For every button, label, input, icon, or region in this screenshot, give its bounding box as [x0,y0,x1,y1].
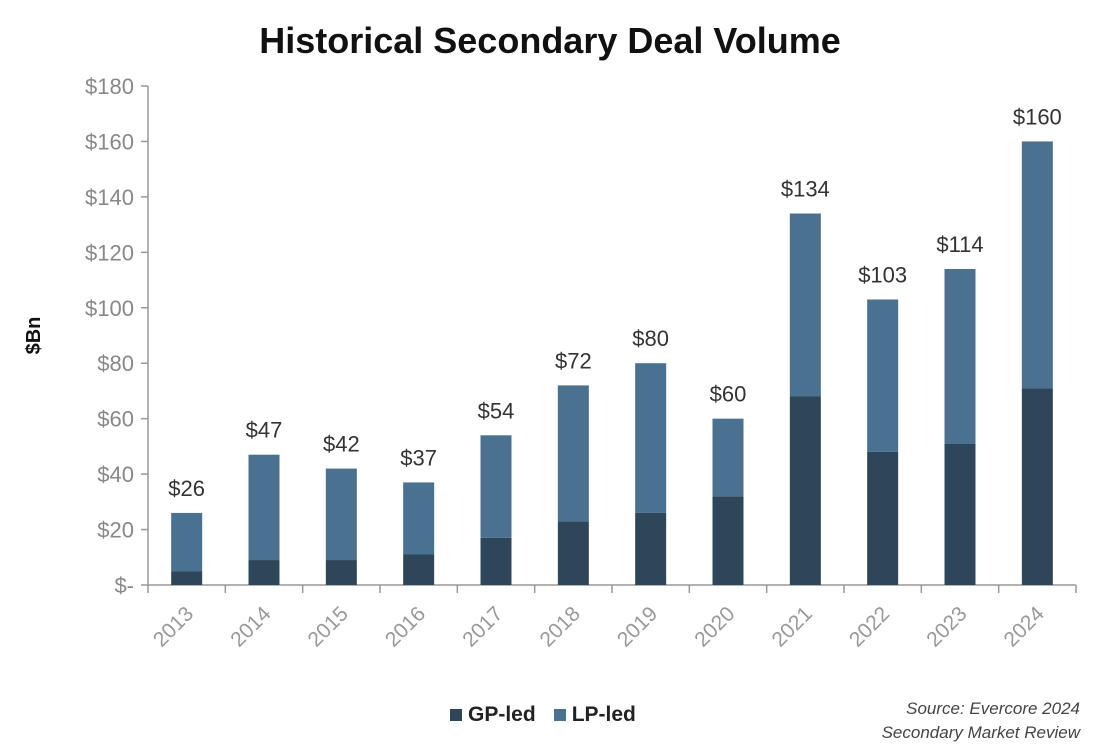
x-tick-label: 2017 [458,602,507,651]
y-tick-label: $120 [85,240,134,265]
data-label-2021: $134 [781,177,830,202]
bar-gp-led-2019 [635,512,667,585]
bar-lp-led-2015 [325,468,357,561]
y-axis-label: $Bn [23,317,45,355]
bar-gp-led-2016 [403,554,435,585]
bar-lp-led-2021 [789,213,821,397]
data-label-2018: $72 [555,348,592,373]
source-line-1: Source: Evercore 2024 [906,699,1080,718]
y-tick-label: $180 [85,74,134,99]
bar-lp-led-2017 [480,435,512,538]
bar-lp-led-2016 [403,482,435,555]
y-tick-label: $80 [97,351,134,376]
data-label-2013: $26 [168,476,205,501]
x-tick-label: 2018 [536,602,585,651]
y-tick-label: $160 [85,129,134,154]
y-tick-label: $20 [97,518,134,543]
x-tick-label: 2021 [768,602,817,651]
data-label-2024: $160 [1013,104,1062,129]
bar-lp-led-2022 [867,299,899,452]
legend-item-gp-led: GP-led [450,703,536,727]
y-tick-label: $140 [85,185,134,210]
x-tick-label: 2022 [845,602,894,651]
legend-label-lp-led: LP-led [571,703,636,726]
y-tick-label: $100 [85,296,134,321]
bar-gp-led-2017 [480,537,512,585]
data-label-2016: $37 [400,445,437,470]
x-tick-label: 2015 [304,602,353,651]
legend-label-gp-led: GP-led [468,703,536,726]
legend-swatch-lp-led [553,709,566,721]
x-tick-label: 2020 [690,602,739,651]
data-label-2015: $42 [323,432,360,457]
bar-gp-led-2015 [325,560,357,585]
source-note: Source: Evercore 2024 Secondary Market R… [882,697,1080,745]
data-label-2023: $114 [936,232,983,257]
x-tick-label: 2013 [149,602,198,651]
y-tick-label: $40 [97,462,134,487]
x-tick-label: 2024 [1000,602,1050,652]
x-tick-label: 2014 [226,602,276,652]
bar-lp-led-2018 [557,385,589,522]
bar-gp-led-2018 [557,521,589,585]
x-tick-label: 2016 [381,602,430,651]
bar-gp-led-2024 [1021,388,1053,585]
data-label-2020: $60 [710,382,747,407]
bar-gp-led-2014 [248,560,280,585]
x-tick-label: 2019 [613,602,662,651]
legend: GP-led LP-led [450,703,636,727]
bar-lp-led-2020 [712,418,744,497]
chart-title: Historical Secondary Deal Volume [259,20,841,61]
data-label-2017: $54 [478,398,515,423]
bar-lp-led-2024 [1021,141,1053,389]
chart-area: $- $20 $40 $60 $80 $100 $120 $140 $160 $180 $Bn $26… [23,74,1077,652]
bar-lp-led-2013 [171,512,203,572]
legend-item-lp-led: LP-led [553,703,636,727]
bar-lp-led-2014 [248,454,280,561]
bar-lp-led-2023 [944,268,976,444]
x-tick-label: 2023 [922,602,971,651]
bar-gp-led-2013 [171,571,203,585]
bar-lp-led-2019 [635,363,667,513]
data-label-2014: $47 [246,418,283,443]
y-tick-label: $- [114,573,134,598]
bar-gp-led-2021 [789,396,821,585]
source-line-2: Secondary Market Review [881,723,1080,742]
bar-gp-led-2023 [944,443,976,585]
data-label-2022: $103 [858,262,907,287]
y-tick-label: $60 [97,407,134,432]
data-label-2019: $80 [632,326,669,351]
bar-gp-led-2022 [867,451,899,585]
legend-swatch-gp-led [450,709,462,721]
bar-gp-led-2020 [712,496,744,585]
